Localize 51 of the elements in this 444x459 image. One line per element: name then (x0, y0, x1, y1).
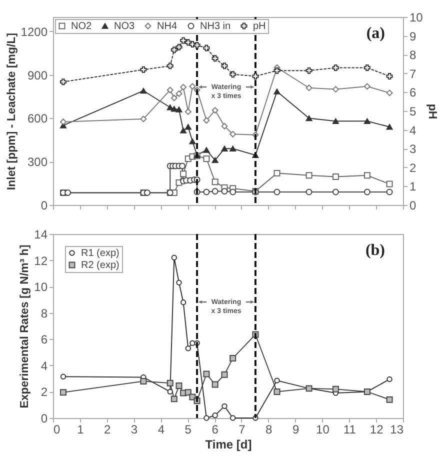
x-tick-label: 11 (343, 422, 356, 436)
x-axis-title: Time [d] (205, 438, 252, 452)
y2-tick-label: 10 (410, 10, 424, 24)
legend-label: NO2 (71, 21, 92, 32)
x-tick-label: 0 (54, 422, 60, 436)
y-tick-label: 2 (40, 385, 48, 400)
y2-tick-label: 5 (410, 104, 416, 118)
annotation: (a) (366, 25, 385, 42)
legend-label: R2 (exp) (81, 260, 120, 271)
y2-tick-label: 3 (410, 142, 416, 156)
y-tick-label: 12 (34, 254, 48, 268)
x-tick-label: 13 (390, 422, 404, 436)
y2-tick-label: 7 (410, 66, 416, 81)
y-tick-label: 6 (40, 332, 48, 347)
y-tick-label: 0 (40, 412, 48, 426)
x-tick-label: 8 (266, 422, 273, 436)
y-tick-label: 14 (34, 228, 48, 242)
x-tick-label: 10 (316, 422, 330, 436)
y-tick-label: 900 (27, 68, 48, 82)
legend-label: R1 (exp) (81, 248, 120, 259)
y2-tick-label: 2 (410, 160, 416, 175)
x-tick-label: 3 (130, 422, 138, 436)
legend-label: pH (253, 21, 266, 32)
x-tick-label: 2 (104, 422, 111, 436)
y-tick-label: 4 (40, 358, 48, 373)
y2-axis-title: pH (426, 104, 438, 120)
y-axis-title: Experimental Rates [g N/m³ h] (19, 244, 32, 408)
y-tick-label: 300 (27, 155, 48, 170)
y2-tick-label: 0 (410, 198, 416, 212)
y-tick-label: 0 (40, 198, 48, 212)
x-tick-label: 7 (238, 422, 246, 436)
y2-tick-label: 6 (410, 86, 416, 100)
x-tick-label: 9 (292, 422, 300, 436)
y-axis-title: Inlet [ppm] - Leachate [mg/L] (6, 32, 18, 190)
y2-tick-label: 9 (410, 29, 416, 44)
x-tick-label: 12 (370, 422, 384, 436)
y-tick-label: 1200 (20, 24, 48, 39)
y2-tick-label: 1 (410, 180, 416, 194)
x-tick-label: 4 (158, 422, 165, 436)
legend-label: NO3 (114, 21, 135, 32)
x-tick-label: 5 (184, 422, 192, 436)
y2-tick-label: 4 (410, 123, 416, 138)
y-tick-label: 8 (40, 306, 48, 320)
y-tick-label: 10 (34, 280, 48, 294)
x-tick-label: 1 (77, 422, 84, 436)
x-tick-label: 6 (212, 422, 219, 436)
legend-label: NH4 (157, 21, 178, 32)
annotation: (b) (365, 242, 385, 259)
y-tick-label: 600 (27, 112, 48, 126)
legend-label: NH3 in (200, 21, 231, 32)
y2-tick-label: 8 (410, 48, 416, 62)
